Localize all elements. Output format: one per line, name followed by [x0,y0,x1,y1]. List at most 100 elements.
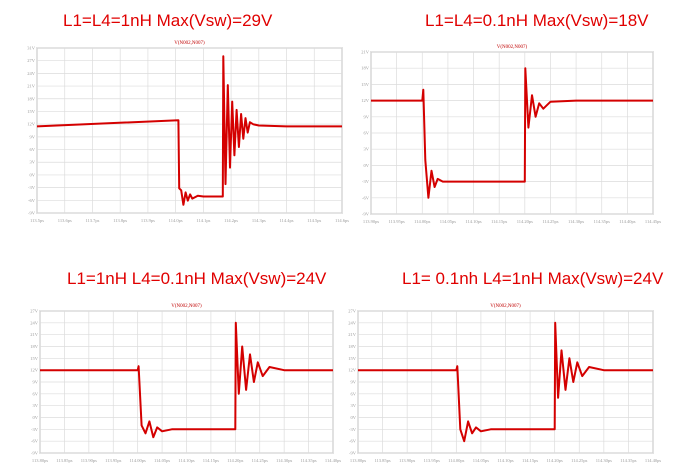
x-tick-label: 113.9ps [141,218,155,223]
panel-heading: L1=L4=0.1nH Max(Vsw)=18V [425,11,649,30]
y-tick-label: 21V [348,332,357,337]
x-tick-label: 114.35ps [620,458,636,463]
x-tick-label: 113.6ps [58,218,72,223]
x-tick-label: 113.90ps [363,219,379,224]
y-tick-label: 0V [33,415,39,420]
x-tick-label: 114.2ps [224,218,238,223]
voltage-trace [358,321,653,443]
y-tick-label: 3V [364,147,370,152]
x-tick-label: 114.20ps [227,458,243,463]
panel-heading: L1=L4=1nH Max(Vsw)=29V [63,11,273,30]
plot-title: V(N002,N007) [497,45,528,50]
y-tick-label: -6V [31,439,39,444]
x-tick-label: 114.1ps [196,218,210,223]
x-tick-label: 114.3ps [252,218,266,223]
x-tick-label: 114.35ps [300,458,316,463]
x-tick-label: 114.4ps [280,218,294,223]
y-tick-label: -3V [31,427,39,432]
y-tick-label: 15V [361,82,370,87]
y-tick-label: 3V [33,403,39,408]
y-tick-label: -9V [349,451,357,456]
y-tick-label: 27V [27,58,36,63]
x-tick-label: 114.00ps [414,219,430,224]
x-tick-label: 114.10ps [178,458,194,463]
y-tick-label: 6V [364,131,370,136]
y-tick-label: 3V [351,403,357,408]
x-tick-label: 114.40ps [325,458,341,463]
x-tick-label: 113.95ps [424,458,440,463]
y-tick-label: 18V [30,344,39,349]
y-tick-label: 12V [30,368,39,373]
y-tick-label: 31V [27,46,36,51]
x-tick-label: 113.90ps [81,458,97,463]
x-tick-label: 114.20ps [517,219,533,224]
x-tick-label: 114.35ps [594,219,610,224]
x-tick-label: 114.25ps [252,458,268,463]
plot-title: V(N002,N007) [490,304,521,309]
y-tick-label: 3V [30,160,36,165]
x-tick-label: 114.10ps [465,219,481,224]
x-tick-label: 114.45ps [645,219,661,224]
y-tick-label: 6V [30,147,36,152]
x-tick-label: 114.00ps [130,458,146,463]
y-tick-label: -9V [362,212,370,217]
y-tick-label: 6V [33,391,39,396]
x-tick-label: 114.05ps [154,458,170,463]
x-tick-label: 114.10ps [497,458,513,463]
x-tick-label: 114.15ps [203,458,219,463]
y-tick-label: 0V [351,415,357,420]
y-tick-label: -3V [349,427,357,432]
x-tick-label: 114.00ps [448,458,464,463]
y-tick-label: 21V [361,50,370,55]
y-tick-label: 24V [27,71,36,76]
y-tick-label: -3V [362,179,370,184]
y-tick-label: -6V [28,198,36,203]
panel-heading: L1= 0.1nh L4=1nH Max(Vsw)=24V [402,269,664,288]
y-tick-label: 15V [348,356,357,361]
x-tick-label: 113.7ps [85,218,99,223]
y-tick-label: 15V [27,109,36,114]
x-tick-label: 113.95ps [389,219,405,224]
x-tick-label: 114.30ps [276,458,292,463]
panel-heading: L1=1nH L4=0.1nH Max(Vsw)=24V [67,269,327,288]
y-tick-label: 0V [364,163,370,168]
y-tick-label: 21V [27,84,36,89]
x-tick-label: 113.80ps [350,458,366,463]
x-tick-label: 114.0ps [169,218,183,223]
voltage-trace [40,321,333,439]
y-tick-label: 9V [33,380,39,385]
y-tick-label: 24V [30,320,39,325]
x-tick-label: 114.05ps [440,219,456,224]
y-tick-label: 18V [348,344,357,349]
y-tick-label: 12V [361,98,370,103]
y-tick-label: 6V [351,391,357,396]
x-tick-label: 113.95ps [105,458,121,463]
y-tick-label: 24V [348,320,357,325]
y-tick-label: 18V [27,96,36,101]
x-tick-label: 114.15ps [491,219,507,224]
x-tick-label: 114.40ps [645,458,661,463]
y-tick-label: 9V [30,134,36,139]
y-tick-label: 9V [364,114,370,119]
y-tick-label: 27V [348,309,357,314]
y-tick-label: 21V [30,332,39,337]
x-tick-label: 114.25ps [571,458,587,463]
y-tick-label: 27V [30,309,39,314]
x-tick-label: 113.5ps [30,218,44,223]
y-tick-label: 12V [348,368,357,373]
x-tick-label: 114.20ps [547,458,563,463]
y-tick-label: -6V [362,195,370,200]
plot-title: V(N002,N007) [171,304,202,309]
y-tick-label: -9V [31,451,39,456]
voltage-trace [371,67,653,199]
y-tick-label: 15V [30,356,39,361]
x-tick-label: 113.90ps [399,458,415,463]
y-tick-label: -3V [28,185,36,190]
x-tick-label: 114.05ps [473,458,489,463]
x-tick-label: 114.40ps [619,219,635,224]
x-tick-label: 114.6ps [335,218,349,223]
y-tick-label: 9V [351,380,357,385]
x-tick-label: 114.30ps [596,458,612,463]
